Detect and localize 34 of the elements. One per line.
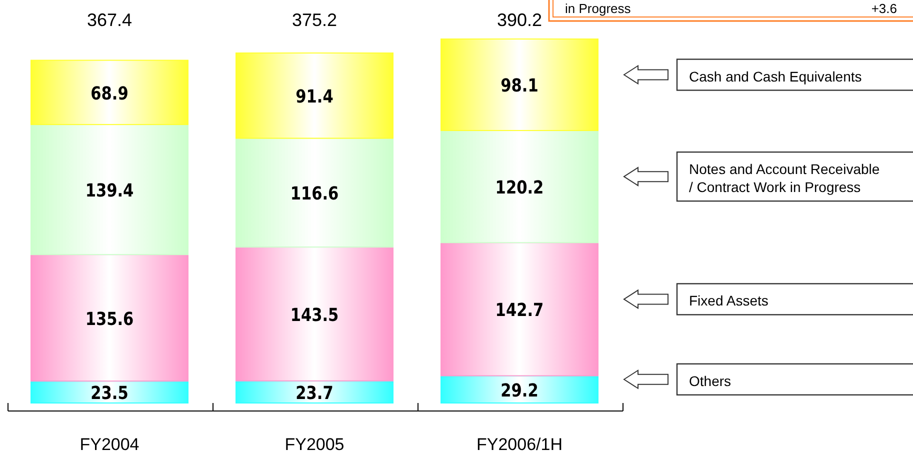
bar xyxy=(236,52,394,139)
total-label: 390.2 xyxy=(496,10,542,30)
data-label: 29.2 xyxy=(500,379,538,401)
data-label: 143.5 xyxy=(290,304,339,326)
total-label: 375.2 xyxy=(292,10,338,30)
legend-label: Fixed Assets xyxy=(689,292,768,309)
legend-label: Others xyxy=(689,372,732,389)
text: +3.6 xyxy=(871,1,897,16)
data-label: 23.7 xyxy=(296,382,334,404)
bar xyxy=(30,124,188,256)
legend-label: Notes and Account Receivable / Contract Work in Progress xyxy=(689,161,880,196)
data-label: 139.4 xyxy=(85,179,134,201)
legend-label: Cash and Cash Equivalents xyxy=(689,68,862,84)
x-tick-label: FY2004 xyxy=(80,435,140,454)
data-label: 142.7 xyxy=(495,298,544,321)
data-label: 23.5 xyxy=(90,382,128,404)
data-label: 120.2 xyxy=(495,176,544,198)
bar xyxy=(236,246,394,382)
data-label: 91.4 xyxy=(296,85,334,107)
bar xyxy=(30,60,188,126)
bar xyxy=(440,38,598,132)
total-label: 367.4 xyxy=(86,10,132,30)
bar xyxy=(236,138,394,248)
data-label: 98.1 xyxy=(500,74,538,96)
bar xyxy=(440,242,598,376)
data-label: 68.9 xyxy=(90,82,128,104)
data-label: 116.6 xyxy=(290,182,339,204)
bar xyxy=(30,254,188,382)
x-tick-label: FY2006/1H xyxy=(476,435,562,454)
text: in Progress xyxy=(565,1,632,16)
data-label: 135.6 xyxy=(85,308,134,330)
x-tick-label: FY2005 xyxy=(284,435,344,454)
bar xyxy=(440,130,598,244)
bar xyxy=(440,375,598,404)
